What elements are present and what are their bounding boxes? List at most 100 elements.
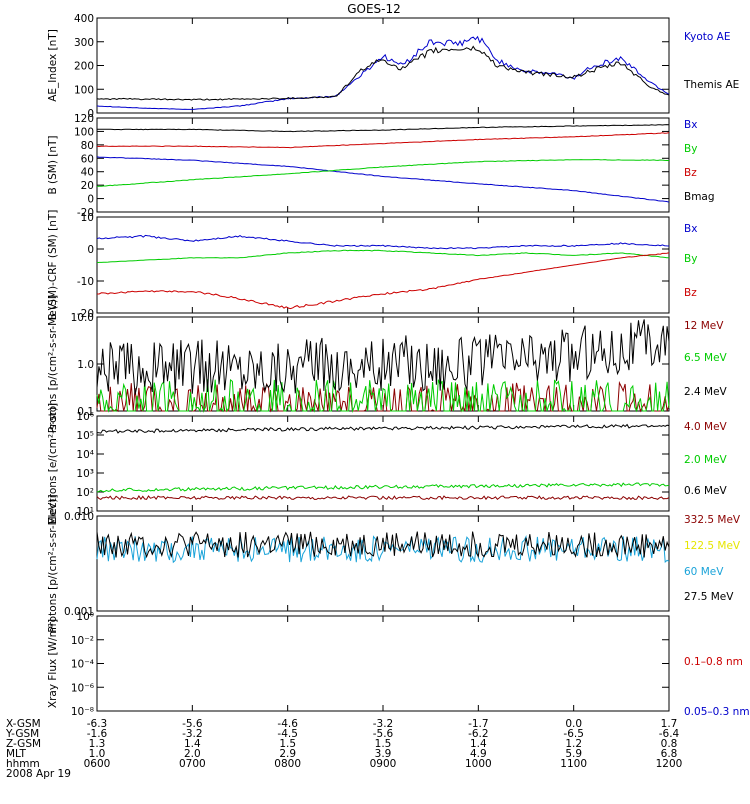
panel-3: -20 -10 0 10 B (SM)-CRF (SM) [nT] Bx By Bz	[47, 210, 697, 321]
y-tick-label: 100	[74, 126, 94, 138]
x-tick-label: 1.0	[89, 748, 106, 760]
x-tick-label: 2.9	[279, 748, 296, 760]
y-tick-label: -20	[77, 207, 94, 219]
series-line-2	[96, 159, 669, 187]
series-line-2	[96, 482, 670, 493]
y-tick-label: 10²	[76, 487, 94, 499]
y-tick-label: 10.0	[71, 312, 94, 324]
y-tick-label: 10³	[76, 468, 94, 480]
y-tick-label: 10	[81, 212, 94, 224]
x-tick-label: -6.2	[468, 728, 489, 740]
x-tick-label: 5.9	[565, 748, 582, 760]
y-tick-label: 60	[81, 153, 94, 165]
y-tick-label: 0.010	[64, 511, 94, 523]
x-tick-label: 1100	[560, 758, 587, 770]
x-tick-label: 1.5	[279, 738, 296, 750]
legend-entry: Bx	[684, 119, 697, 131]
y-tick-label: 0	[87, 108, 94, 120]
y-tick-label: 10⁻⁶	[71, 682, 94, 694]
x-tick-label: 1.4	[184, 738, 201, 750]
x-tick-label: -1.6	[87, 728, 108, 740]
y-axis-label: AE_Index [nT]	[47, 29, 59, 102]
series-line-2	[96, 45, 670, 101]
x-tick-label: 1.5	[375, 738, 392, 750]
series-line-2	[96, 379, 670, 413]
legend-entry: 0.05–0.3 nm	[684, 706, 750, 718]
legend-entry: Themis AE	[683, 79, 739, 91]
series-line-2	[96, 249, 669, 264]
x-tick-label: -4.6	[277, 718, 298, 730]
x-tick-label: -6.4	[659, 728, 680, 740]
y-tick-label: 20	[81, 180, 94, 192]
series-line-1	[96, 156, 670, 203]
x-tick-label: 1.4	[470, 738, 487, 750]
legend-entry: Bx	[684, 223, 697, 235]
x-tick-label: 1.3	[89, 738, 106, 750]
y-tick-label: 0.001	[64, 606, 94, 618]
x-tick-label: -5.6	[373, 728, 394, 740]
legend-entry: 4.0 MeV	[684, 421, 728, 433]
panel-frame	[96, 117, 670, 213]
legend-entry: 2.4 MeV	[684, 386, 728, 398]
x-row-label: Y-GSM	[5, 728, 39, 740]
y-tick-label: 40	[81, 167, 94, 179]
legend-entry: 27.5 MeV	[684, 591, 734, 603]
x-row-label: X-GSM	[6, 718, 41, 730]
y-tick-label: 300	[74, 37, 94, 49]
y-tick-label: -10	[77, 276, 94, 288]
x-tick-label: 0.0	[565, 718, 582, 730]
y-tick-label: -20	[77, 308, 94, 320]
y-tick-label: 100	[74, 84, 94, 96]
x-tick-label: -6.5	[563, 728, 584, 740]
series-line-3	[96, 319, 670, 395]
x-tick-label: 1000	[465, 758, 492, 770]
y-axis-label: Protons [p/(cm²-s-sr-MeV)]	[47, 295, 59, 433]
x-row-label: Z-GSM	[6, 738, 41, 750]
x-row-label: hhmm	[6, 758, 40, 770]
x-tick-label: 0.8	[661, 738, 678, 750]
panel-1: 0 100 200 300 400 AE_Index [nT] Kyoto AE Themis…	[47, 13, 739, 120]
series-line-1	[96, 35, 670, 110]
legend-entry: 0.1–0.8 nm	[684, 656, 743, 668]
y-tick-label: 10⁴	[76, 449, 94, 461]
x-tick-label: 1.2	[565, 738, 582, 750]
legend-entry: 6.5 MeV	[684, 352, 728, 364]
y-tick-label: 10⁻⁸	[71, 706, 94, 718]
legend-entry: 2.0 MeV	[684, 454, 728, 466]
y-tick-label: 120	[74, 113, 94, 125]
series-line-4	[96, 531, 670, 559]
x-tick-label: 4.9	[470, 748, 487, 760]
x-tick-label: -4.5	[277, 728, 298, 740]
x-tick-label: 0800	[274, 758, 301, 770]
x-tick-label: -3.2	[182, 728, 203, 740]
y-tick-label: 1.0	[77, 359, 94, 371]
y-tick-label: 10⁻²	[71, 635, 94, 647]
legend-entry: Bz	[684, 167, 697, 179]
y-tick-label: 200	[74, 61, 94, 73]
y-tick-label: 0	[87, 194, 94, 206]
series-line-3	[96, 535, 670, 564]
legend-entry: By	[684, 143, 697, 155]
y-axis-label: Xray Flux [W/m²]	[47, 619, 59, 708]
series-line-3	[97, 252, 670, 310]
x-tick-label: 0900	[370, 758, 397, 770]
y-axis-label: Electrons [e/(cm²-s-sr)]	[47, 403, 59, 524]
y-axis-label: B (SM) [nT]	[47, 135, 59, 194]
legend-entry: 12 MeV	[684, 320, 724, 332]
panel-frame	[96, 615, 670, 712]
x-tick-label: 1200	[656, 758, 683, 770]
panel-6: 0.001 0.010 Protons [p/(cm²-s-sr-MeV)] 332.…	[47, 494, 741, 632]
x-tick-label: 1.7	[661, 718, 678, 730]
plot-title: GOES-12	[347, 2, 401, 16]
y-tick-label: 10¹	[76, 506, 94, 518]
x-tick-label: 2.0	[184, 748, 201, 760]
y-axis-label: Protons [p/(cm²-s-sr-MeV)]	[47, 494, 59, 632]
series-line-3	[96, 132, 670, 149]
x-tick-label: 3.9	[375, 748, 392, 760]
y-tick-label: 80	[81, 140, 94, 152]
legend-entry: Bz	[684, 287, 697, 299]
series-line-3	[96, 423, 670, 434]
